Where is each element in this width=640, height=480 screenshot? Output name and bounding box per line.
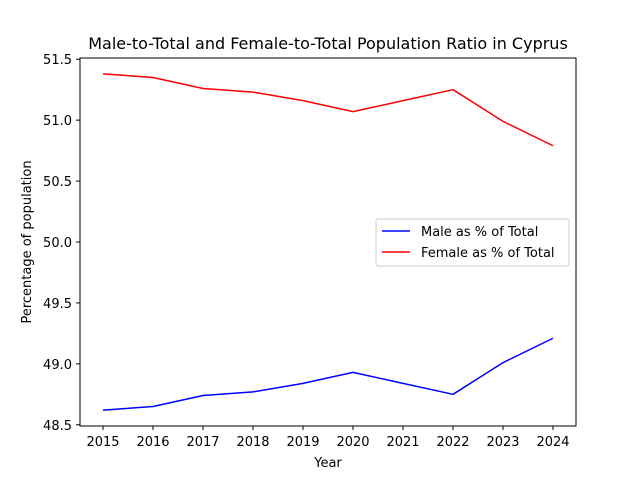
y-axis: 48.5 49.0 49.5 50.0 50.5 51.0 51.5 — [43, 53, 80, 434]
y-tick-label: 50.0 — [43, 236, 72, 251]
series-line-male — [102, 337, 554, 411]
x-tick-label: 2023 — [486, 435, 519, 450]
series-line-female — [102, 73, 554, 147]
x-tick-label: 2020 — [336, 435, 369, 450]
x-tick-label: 2024 — [536, 435, 569, 450]
x-tick-label: 2019 — [286, 435, 319, 450]
y-tick-label: 50.5 — [43, 175, 72, 190]
legend-frame — [375, 218, 570, 267]
x-tick-label: 2022 — [436, 435, 469, 450]
x-tick-label: 2015 — [86, 435, 119, 450]
x-tick-label: 2016 — [136, 435, 169, 450]
y-tick-label: 49.5 — [43, 297, 72, 312]
chart-title: Male-to-Total and Female-to-Total Popula… — [88, 34, 568, 53]
legend-entry-female: Female as % of Total — [421, 246, 555, 261]
legend: Male as % of Total Female as % of Total — [375, 218, 570, 267]
x-axis: 2015 2016 2017 2018 2019 2020 2021 2022 2023 2024 — [86, 426, 570, 450]
x-tick-label: 2018 — [236, 435, 269, 450]
y-tick-label: 51.0 — [43, 114, 72, 129]
y-tick-label: 49.0 — [43, 358, 72, 373]
legend-entry-male: Male as % of Total — [421, 225, 538, 240]
x-tick-label: 2021 — [386, 435, 419, 450]
x-tick-label: 2017 — [186, 435, 219, 450]
y-axis-label: Percentage of population — [20, 160, 35, 323]
y-tick-label: 48.5 — [43, 419, 72, 434]
series-layer — [102, 73, 554, 411]
y-tick-label: 51.5 — [43, 53, 72, 68]
x-axis-label: Year — [313, 456, 342, 471]
